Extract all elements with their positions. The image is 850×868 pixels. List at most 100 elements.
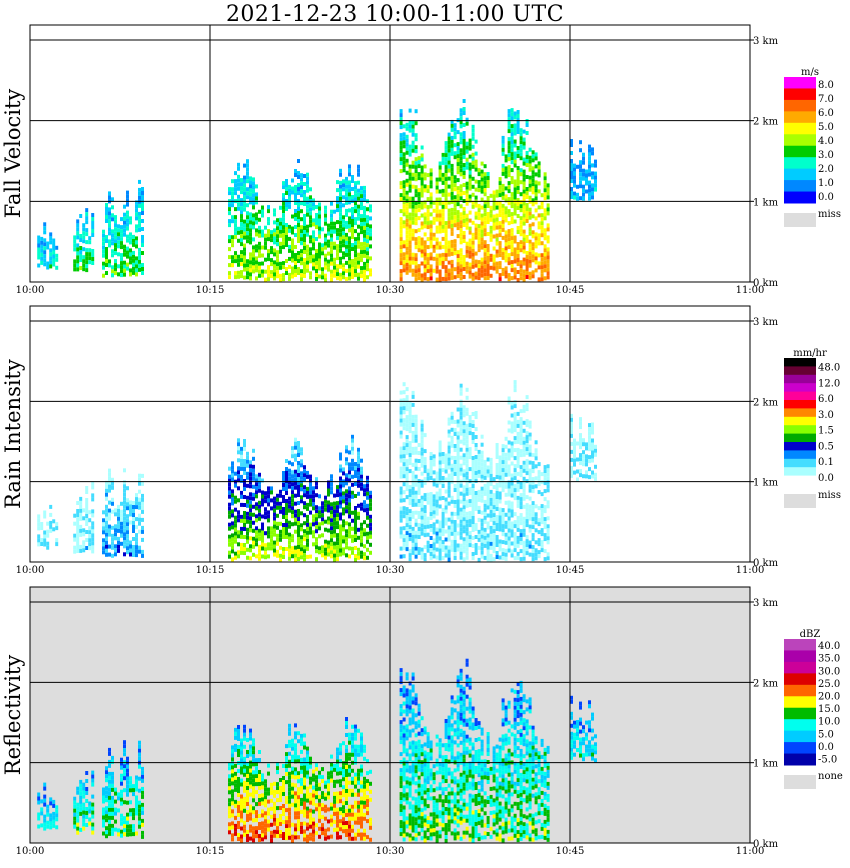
panel-1-colorbar-label-0: 8.0 (818, 80, 834, 91)
panel-3-xtick-label-0: 10:00 (16, 846, 45, 857)
panel-1-ytick-label-2: 2 km (753, 117, 779, 128)
panel-2-colorbar-swatch-3 (784, 383, 816, 393)
panel-2-colorbar-label-5: 0.5 (818, 441, 834, 452)
panel-2-cell-3 (102, 468, 144, 558)
panel-2-ytick-label-3: 3 km (753, 317, 779, 328)
panel-3-colorbar-missing-swatch (784, 775, 816, 789)
panel-2-colorbar-label-7: 0.0 (818, 473, 834, 484)
panel-2-colorbar-swatch-1 (784, 366, 816, 376)
panel-2-frame (29, 305, 751, 563)
panel-2-ylabel: Rain Intensity (1, 359, 25, 509)
panel-1-xtick-label-4: 11:00 (736, 285, 765, 296)
panel-1-colorbar-label-2: 6.0 (818, 108, 834, 119)
panel-3-colorbar-label-0: 40.0 (818, 641, 840, 652)
panel-1-ylabel: Fall Velocity (1, 89, 25, 219)
panel-1-ytick-label-0: 0 km (753, 278, 779, 289)
panel-1-ytick-label-3: 3 km (753, 36, 779, 47)
panel-3-colorbar-label-8: 0.0 (818, 742, 834, 753)
panel-1-colorbar-swatch-8 (784, 168, 816, 181)
panel-3-ytick-label-1: 1 km (753, 759, 779, 770)
panel-2-xtick-label-0: 10:00 (16, 565, 45, 576)
panel-3-colorbar-swatch-1 (784, 650, 816, 663)
panel-3-cell-6 (570, 695, 597, 763)
panel-2-colorbar-missing-swatch (784, 494, 816, 508)
panel-1-colorbar-label-5: 3.0 (818, 150, 834, 161)
panel-3-colorbar-label-9: -5.0 (818, 754, 837, 765)
panel-3-colorbar-label-2: 30.0 (818, 666, 840, 677)
panel-3-colorbar-swatch-7 (784, 719, 816, 732)
panel-2-colorbar-swatch-6 (784, 408, 816, 418)
panel-3-colorbar-swatch-3 (784, 673, 816, 686)
panel-3-colorbar-swatch-0 (784, 639, 816, 651)
panel-2-colorbar-label-4: 1.5 (818, 426, 834, 437)
panel-1-colorbar-swatch-3 (784, 111, 816, 124)
panel-2-cell-2 (73, 481, 95, 554)
panel-1-colorbar-label-8: 0.0 (818, 192, 834, 203)
panel-2-colorbar-swatch-0 (784, 358, 816, 367)
panel-1-colorbar-label-3: 5.0 (818, 122, 834, 133)
panel-3-ytick-label-0: 0 km (753, 839, 779, 850)
panel-1-ytick-label-1: 1 km (753, 197, 779, 208)
panel-2-xtick-label-3: 10:45 (556, 565, 585, 576)
panel-3-colorbar-swatch-6 (784, 707, 816, 720)
panel-1-cell-6 (570, 139, 597, 201)
panel-1-cell-2 (73, 208, 95, 273)
panel-2-colorbar-swatch-11 (784, 450, 816, 460)
panel-2-colorbar-unit: mm/hr (793, 348, 827, 359)
panel-1-colorbar-swatch-9 (784, 180, 816, 193)
panel-3-colorbar-swatch-8 (784, 730, 816, 743)
panel-3-xtick-label-1: 10:15 (196, 846, 225, 857)
panel-3-colorbar-label-5: 15.0 (818, 704, 840, 715)
panel-1-colorbar-missing-swatch (784, 213, 816, 227)
panel-2-cell-1 (37, 504, 59, 550)
panel-2-colorbar-label-3: 3.0 (818, 410, 834, 421)
panel-2-xtick-label-4: 11:00 (736, 565, 765, 576)
panel-1-cell-5 (399, 99, 550, 282)
panel-1-frame (29, 24, 751, 283)
panel-3-colorbar-missing-label: none (818, 771, 843, 782)
panel-3-cell-1 (37, 782, 59, 831)
panel-2-ytick-label-1: 1 km (753, 478, 779, 489)
panel-3-cell-3 (102, 740, 144, 839)
panel-2-colorbar-swatch-4 (784, 391, 816, 401)
panel-2-ytick-label-0: 0 km (753, 558, 779, 569)
panel-2-colorbar-swatch-12 (784, 458, 816, 468)
panel-1-xtick-label-2: 10:30 (376, 285, 405, 296)
panel-2-colorbar-swatch-10 (784, 442, 816, 451)
panel-1-xtick-label-3: 10:45 (556, 285, 585, 296)
panel-3-frame (29, 586, 751, 844)
panel-1-colorbar-label-4: 4.0 (818, 136, 834, 147)
panel-1-colorbar-label-1: 7.0 (818, 94, 834, 105)
panel-3-colorbar-label-1: 35.0 (818, 654, 840, 665)
panel-3-colorbar-swatch-5 (784, 696, 816, 709)
panel-2-colorbar-swatch-13 (784, 467, 816, 477)
panel-2-cell-5 (399, 380, 550, 562)
panel-1-colorbar-unit: m/s (801, 67, 819, 78)
panel-2-colorbar-swatch-2 (784, 374, 816, 384)
panel-1-colorbar-swatch-2 (784, 99, 816, 112)
panel-2-colorbar-swatch-9 (784, 433, 816, 443)
panel-1-colorbar-label-7: 1.0 (818, 178, 834, 189)
panel-1-cell-4 (228, 159, 372, 282)
panel-3-colorbar-swatch-2 (784, 661, 816, 674)
panel-3-ytick-label-2: 2 km (753, 678, 779, 689)
panel-2-xtick-label-1: 10:15 (196, 565, 225, 576)
panel-1-colorbar-swatch-1 (784, 88, 816, 101)
panel-3-ylabel: Reflectivity (1, 655, 25, 776)
panel-2-ytick-label-2: 2 km (753, 397, 779, 408)
panel-2-colorbar-swatch-8 (784, 425, 816, 435)
panel-3-cell-2 (73, 770, 95, 835)
panel-1-colorbar-swatch-5 (784, 134, 816, 147)
panel-3-colorbar-label-7: 5.0 (818, 729, 834, 740)
panel-1-colorbar-swatch-0 (784, 77, 816, 89)
panel-3-ytick-label-3: 3 km (753, 598, 779, 609)
panel-1-colorbar-swatch-6 (784, 145, 816, 158)
panel-1-xtick-label-1: 10:15 (196, 285, 225, 296)
panel-2-colorbar-label-0: 48.0 (818, 363, 840, 374)
panel-3-colorbar-swatch-4 (784, 684, 816, 697)
panel-3-xtick-label-4: 11:00 (736, 846, 765, 857)
panel-1-cell-3 (102, 179, 144, 278)
panel-3-xtick-label-3: 10:45 (556, 846, 585, 857)
panel-3-cell-4 (228, 717, 372, 843)
